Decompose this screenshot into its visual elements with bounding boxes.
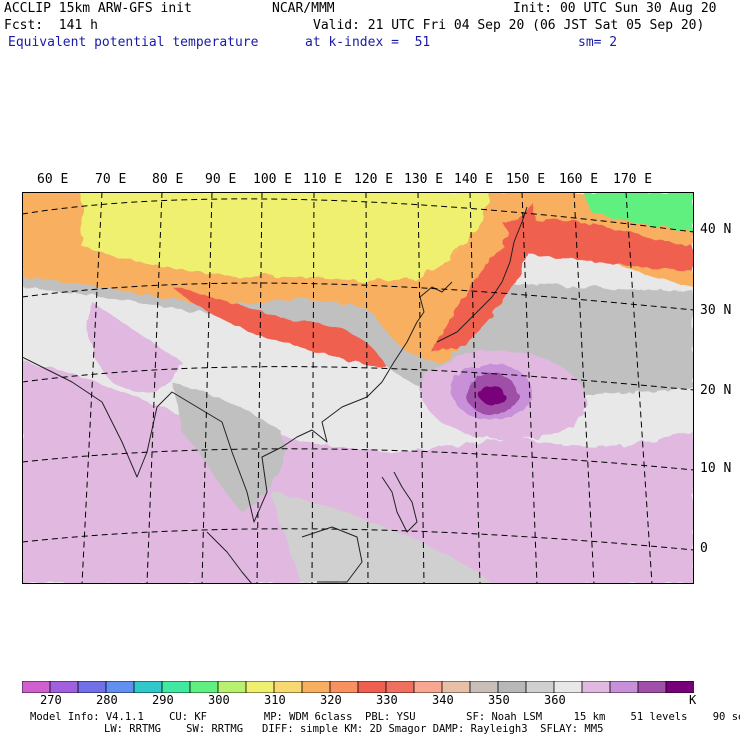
org-label: NCAR/MMM xyxy=(272,1,335,16)
colorbar-tick-label: 280 xyxy=(96,693,118,707)
colorbar xyxy=(22,681,694,693)
colorbar-swatch xyxy=(413,681,443,693)
meridian-70e xyxy=(81,192,103,584)
lat-label-40n: 40 N xyxy=(700,222,732,237)
shade-red-pacific-north xyxy=(502,219,694,272)
colorbar-swatch xyxy=(581,681,611,693)
lon-label-170e: 170 E xyxy=(613,172,653,187)
meridian-100e xyxy=(256,192,263,584)
colorbar-tick-label: 320 xyxy=(320,693,342,707)
lon-label-100e: 100 E xyxy=(253,172,293,187)
field-name: Equivalent potential temperature xyxy=(8,35,259,50)
colorbar-tick-label: 310 xyxy=(264,693,286,707)
lon-label-60e: 60 E xyxy=(37,172,69,187)
coastline-japan xyxy=(436,206,528,343)
lat-label-10n: 10 N xyxy=(700,461,732,476)
lon-label-80e: 80 E xyxy=(152,172,184,187)
colorbar-swatch xyxy=(245,681,275,693)
colorbar-tick-label: 330 xyxy=(376,693,398,707)
colorbar-tick-label: 350 xyxy=(488,693,510,707)
forecast-hour: Fcst: 141 h xyxy=(4,18,98,33)
meridian-150e xyxy=(521,192,538,584)
footer-model-info: Model Info: V4.1.1 CU: KF MP: WDM 6class… xyxy=(30,711,740,723)
meridian-120e xyxy=(365,192,369,584)
lat-label-30n: 30 N xyxy=(700,303,732,318)
colorbar-swatch xyxy=(301,681,331,693)
colorbar-swatch xyxy=(329,681,359,693)
coastline-asia xyxy=(22,281,453,523)
colorbar-swatch xyxy=(385,681,415,693)
colorbar-swatch xyxy=(49,681,79,693)
lon-label-150e: 150 E xyxy=(506,172,546,187)
colorbar-swatch xyxy=(189,681,219,693)
colorbar-swatch xyxy=(161,681,191,693)
meridian-80e xyxy=(146,192,163,584)
parallel-10n xyxy=(22,448,694,471)
footer-physics-info: LW: RRTMG SW: RRTMG DIFF: simple KM: 2D … xyxy=(104,723,604,735)
coastline-sumatra xyxy=(206,531,253,584)
colorbar-tick-label: 340 xyxy=(432,693,454,707)
meridian-90e xyxy=(201,192,213,584)
colorbar-tick-label: 290 xyxy=(152,693,174,707)
lat-label-0: 0 xyxy=(700,541,708,556)
colorbar-swatch xyxy=(22,681,51,693)
map-frame xyxy=(22,192,694,584)
colorbar-swatch xyxy=(553,681,583,693)
colorbar-unit: K xyxy=(689,693,697,707)
parallel-20n xyxy=(22,366,694,391)
coastline-philippines xyxy=(381,471,418,533)
shade-green-north xyxy=(582,192,694,232)
colorbar-swatch xyxy=(525,681,555,693)
lon-label-160e: 160 E xyxy=(559,172,599,187)
colorbar-swatch xyxy=(469,681,499,693)
colorbar-swatch xyxy=(105,681,135,693)
model-title: ACCLIP 15km ARW-GFS init xyxy=(4,1,192,16)
meridian-170e xyxy=(625,192,653,584)
shade-yellow xyxy=(82,192,492,281)
shade-core-eye xyxy=(480,385,504,405)
colorbar-tick-label: 360 xyxy=(544,693,566,707)
colorbar-tick-label: 270 xyxy=(40,693,62,707)
meridian-110e xyxy=(311,192,315,584)
lat-label-20n: 20 N xyxy=(700,383,732,398)
lon-label-130e: 130 E xyxy=(404,172,444,187)
lon-label-110e: 110 E xyxy=(303,172,343,187)
parallel-40n xyxy=(22,198,694,233)
smoothing-label: sm= 2 xyxy=(578,35,618,50)
meridian-140e xyxy=(469,192,481,584)
colorbar-swatch xyxy=(133,681,163,693)
colorbar-swatch xyxy=(497,681,527,693)
lon-label-140e: 140 E xyxy=(454,172,494,187)
lon-label-90e: 90 E xyxy=(205,172,237,187)
colorbar-swatch xyxy=(665,681,694,693)
valid-time: Valid: 21 UTC Fri 04 Sep 20 (06 JST Sat … xyxy=(313,18,705,33)
colorbar-swatch xyxy=(441,681,471,693)
parallel-0 xyxy=(22,528,694,551)
parallel-30n xyxy=(22,282,694,311)
shade-red-sea-of-japan xyxy=(432,202,535,353)
colorbar-swatch xyxy=(609,681,639,693)
meridian-160e xyxy=(573,192,595,584)
shade-lilac-tropics xyxy=(22,362,694,584)
colorbar-swatch xyxy=(217,681,247,693)
shade-red-plateau xyxy=(172,287,387,367)
colorbar-tick-label: 300 xyxy=(208,693,230,707)
shade-grey-maritime xyxy=(272,492,492,584)
colorbar-swatch xyxy=(273,681,303,693)
lon-label-70e: 70 E xyxy=(95,172,127,187)
lon-label-120e: 120 E xyxy=(354,172,394,187)
colorbar-swatch xyxy=(357,681,387,693)
shade-grey-seasia xyxy=(172,382,285,512)
theta-e-map xyxy=(22,192,694,584)
init-time: Init: 00 UTC Sun 30 Aug 20 xyxy=(513,1,717,16)
meridian-130e xyxy=(417,192,425,584)
shade-lilac-india xyxy=(88,302,182,393)
level-label: at k-index = 51 xyxy=(305,35,431,50)
colorbar-swatch xyxy=(637,681,667,693)
colorbar-swatch xyxy=(77,681,107,693)
